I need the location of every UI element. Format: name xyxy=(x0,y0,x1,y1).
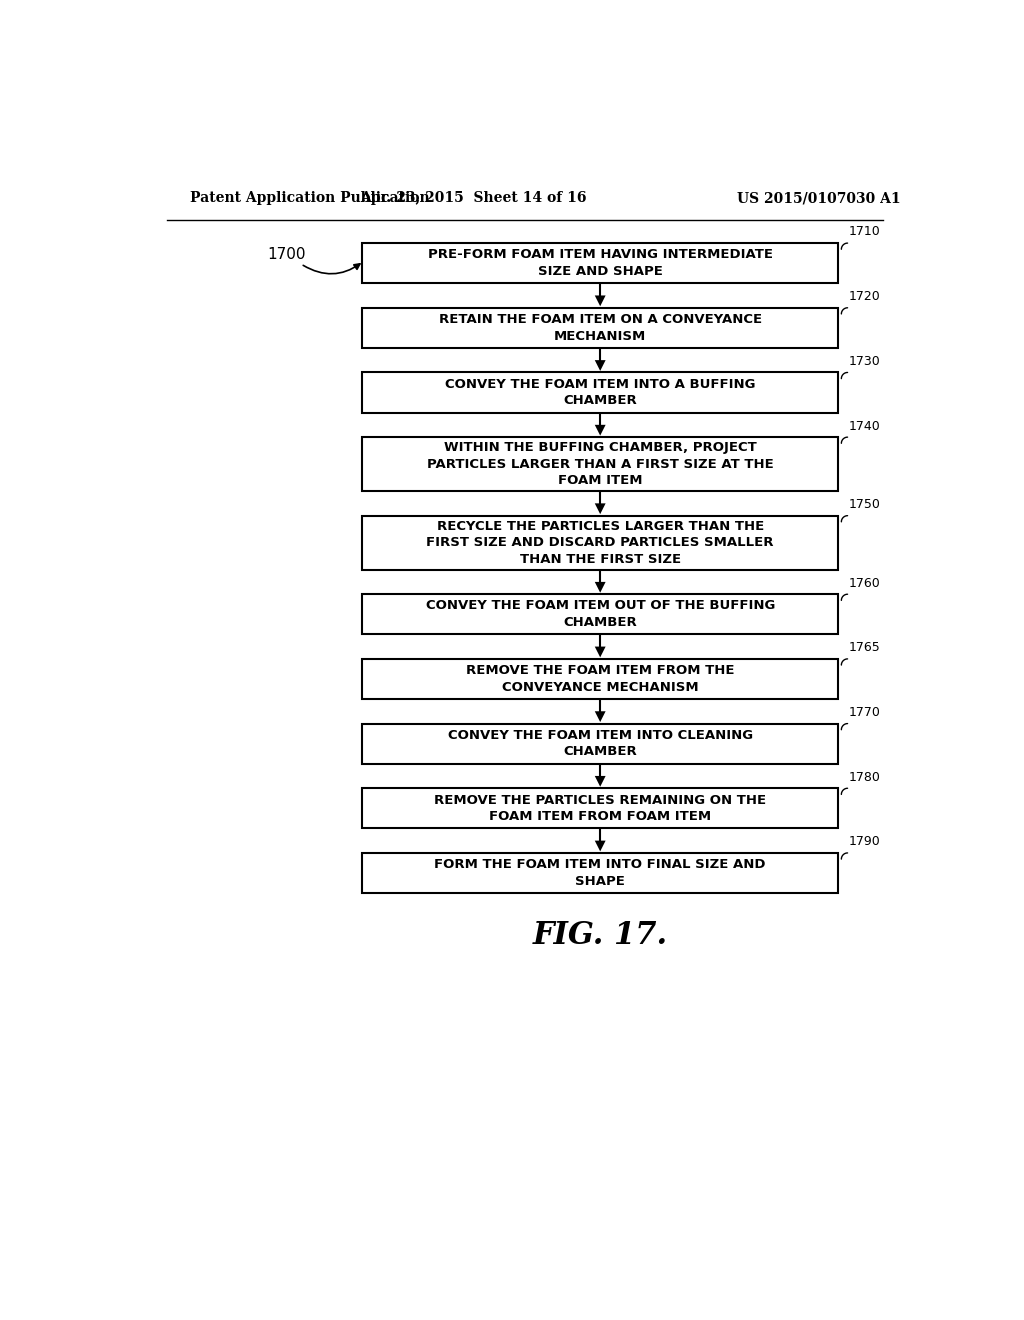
Text: FORM THE FOAM ITEM INTO FINAL SIZE AND
SHAPE: FORM THE FOAM ITEM INTO FINAL SIZE AND S… xyxy=(434,858,766,888)
Text: 1740: 1740 xyxy=(849,420,881,433)
Text: 1720: 1720 xyxy=(849,290,881,304)
Text: Apr. 23, 2015  Sheet 14 of 16: Apr. 23, 2015 Sheet 14 of 16 xyxy=(360,191,587,206)
Text: CONVEY THE FOAM ITEM INTO A BUFFING
CHAMBER: CONVEY THE FOAM ITEM INTO A BUFFING CHAM… xyxy=(445,378,756,408)
Text: 1730: 1730 xyxy=(849,355,881,368)
Bar xyxy=(362,516,839,570)
Bar xyxy=(362,437,839,491)
Bar xyxy=(362,788,839,829)
Text: 1700: 1700 xyxy=(267,247,306,263)
Text: 1770: 1770 xyxy=(849,706,881,719)
Text: RECYCLE THE PARTICLES LARGER THAN THE
FIRST SIZE AND DISCARD PARTICLES SMALLER
T: RECYCLE THE PARTICLES LARGER THAN THE FI… xyxy=(426,520,774,566)
Bar xyxy=(362,853,839,892)
Text: WITHIN THE BUFFING CHAMBER, PROJECT
PARTICLES LARGER THAN A FIRST SIZE AT THE
FO: WITHIN THE BUFFING CHAMBER, PROJECT PART… xyxy=(427,441,773,487)
Bar xyxy=(362,659,839,700)
Polygon shape xyxy=(595,647,605,657)
Polygon shape xyxy=(595,582,605,593)
Bar xyxy=(362,594,839,635)
Text: 1760: 1760 xyxy=(849,577,881,590)
Text: REMOVE THE FOAM ITEM FROM THE
CONVEYANCE MECHANISM: REMOVE THE FOAM ITEM FROM THE CONVEYANCE… xyxy=(466,664,734,694)
Bar xyxy=(362,243,839,284)
Polygon shape xyxy=(595,711,605,722)
Polygon shape xyxy=(595,296,605,306)
Bar xyxy=(362,372,839,412)
Text: CONVEY THE FOAM ITEM INTO CLEANING
CHAMBER: CONVEY THE FOAM ITEM INTO CLEANING CHAMB… xyxy=(447,729,753,759)
Text: 1780: 1780 xyxy=(849,771,881,784)
Text: CONVEY THE FOAM ITEM OUT OF THE BUFFING
CHAMBER: CONVEY THE FOAM ITEM OUT OF THE BUFFING … xyxy=(426,599,775,630)
Polygon shape xyxy=(595,503,605,515)
Polygon shape xyxy=(595,841,605,851)
Polygon shape xyxy=(595,360,605,371)
Text: 1790: 1790 xyxy=(849,836,881,849)
Bar xyxy=(362,308,839,348)
Bar xyxy=(362,723,839,763)
Text: US 2015/0107030 A1: US 2015/0107030 A1 xyxy=(736,191,900,206)
Text: 1710: 1710 xyxy=(849,226,881,239)
Text: 1765: 1765 xyxy=(849,642,881,655)
Text: RETAIN THE FOAM ITEM ON A CONVEYANCE
MECHANISM: RETAIN THE FOAM ITEM ON A CONVEYANCE MEC… xyxy=(438,313,762,343)
Polygon shape xyxy=(595,776,605,787)
Polygon shape xyxy=(595,425,605,436)
Text: PRE-FORM FOAM ITEM HAVING INTERMEDIATE
SIZE AND SHAPE: PRE-FORM FOAM ITEM HAVING INTERMEDIATE S… xyxy=(428,248,773,279)
Text: 1750: 1750 xyxy=(849,498,881,511)
Text: REMOVE THE PARTICLES REMAINING ON THE
FOAM ITEM FROM FOAM ITEM: REMOVE THE PARTICLES REMAINING ON THE FO… xyxy=(434,793,766,824)
Text: FIG. 17.: FIG. 17. xyxy=(532,920,668,950)
Text: Patent Application Publication: Patent Application Publication xyxy=(190,191,430,206)
